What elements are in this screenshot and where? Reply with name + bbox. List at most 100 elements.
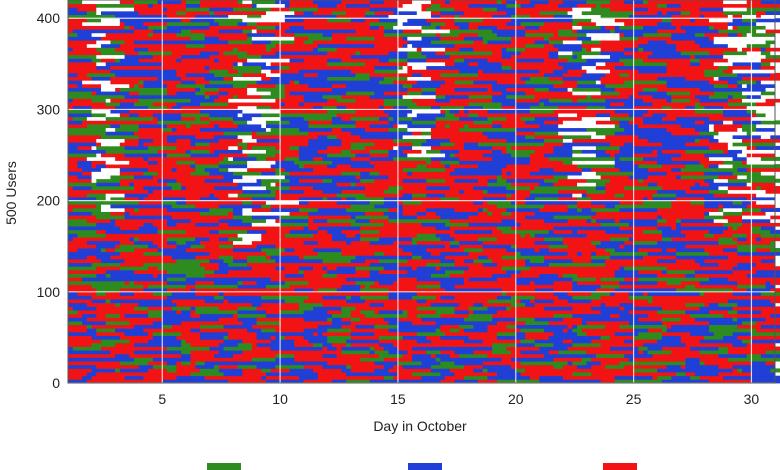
heatmap-cell	[166, 328, 191, 333]
heatmap-cell	[181, 331, 201, 336]
heatmap-cell	[459, 156, 479, 161]
heatmap-cell	[209, 29, 220, 34]
heatmap-cell	[676, 193, 700, 198]
heatmap-cell	[204, 280, 215, 285]
heatmap-cell	[270, 40, 295, 45]
heatmap-cell	[209, 379, 229, 384]
heatmap-cell	[96, 200, 111, 205]
heatmap-cell	[553, 372, 573, 377]
heatmap-cell	[68, 196, 97, 202]
heatmap-cell	[544, 153, 573, 158]
heatmap-cell	[544, 186, 569, 191]
heatmap-cell	[214, 295, 224, 300]
heatmap-cell	[732, 364, 762, 369]
heatmap-cell	[478, 149, 484, 154]
heatmap-cell	[647, 40, 667, 45]
heatmap-cell	[685, 342, 705, 347]
heatmap-cell	[709, 269, 733, 274]
heatmap-cell	[407, 91, 422, 96]
heatmap-cell	[449, 218, 465, 223]
heatmap-cell	[643, 266, 667, 271]
heatmap-cell	[397, 21, 404, 26]
heatmap-cell	[388, 284, 418, 289]
heatmap-cell	[671, 313, 691, 318]
heatmap-cell	[68, 310, 78, 315]
heatmap-cell	[713, 105, 724, 110]
heatmap-cell	[699, 350, 729, 355]
heatmap-cell	[322, 29, 333, 34]
heatmap-cell	[303, 43, 319, 48]
heatmap-cell	[478, 32, 493, 37]
heatmap-cell	[680, 164, 686, 169]
heatmap-cell	[138, 269, 168, 274]
heatmap-cell	[407, 58, 427, 63]
heatmap-cell	[68, 178, 92, 183]
heatmap-cell	[374, 280, 380, 285]
heatmap-cell	[676, 222, 682, 227]
heatmap-cell	[68, 171, 83, 176]
heatmap-cell	[308, 76, 328, 81]
heatmap-cell	[265, 339, 272, 344]
heatmap-cell	[251, 288, 262, 293]
heatmap-cell	[284, 335, 305, 340]
heatmap-cell	[218, 364, 239, 369]
heatmap-cell	[666, 113, 686, 118]
heatmap-cell	[562, 364, 578, 369]
heatmap-cell	[430, 10, 441, 15]
heatmap-cell	[610, 335, 625, 340]
heatmap-cell	[723, 284, 738, 289]
heatmap-cell	[520, 251, 540, 256]
heatmap-cell	[209, 116, 234, 121]
heatmap-cell	[520, 339, 536, 344]
heatmap-cell	[713, 331, 733, 336]
heatmap-cell	[100, 87, 116, 92]
heatmap-cell	[709, 127, 715, 132]
heatmap-cell	[379, 25, 385, 30]
heatmap-cell	[718, 164, 733, 169]
heatmap-cell	[680, 83, 710, 88]
heatmap-cell	[171, 255, 196, 260]
heatmap-cell	[449, 353, 460, 358]
heatmap-cell	[199, 40, 229, 45]
heatmap-cell	[704, 182, 710, 187]
heatmap-cell	[407, 124, 437, 129]
heatmap-cell	[204, 218, 220, 223]
heatmap-cell	[548, 116, 559, 121]
heatmap-cell	[228, 102, 257, 107]
heatmap-cell	[77, 313, 83, 318]
heatmap-cell	[468, 51, 493, 56]
heatmap-cell	[199, 116, 210, 121]
heatmap-cell	[746, 182, 752, 187]
heatmap-cell	[628, 175, 649, 180]
heatmap-cell	[515, 324, 540, 329]
heatmap-cell	[143, 288, 168, 293]
heatmap-cell	[176, 291, 196, 296]
heatmap-cell	[435, 328, 441, 333]
heatmap-cell	[251, 324, 262, 329]
heatmap-cell	[256, 299, 286, 304]
heatmap-cell	[68, 149, 78, 154]
heatmap-cell	[331, 69, 352, 74]
heatmap-cell	[643, 324, 667, 329]
heatmap-cell	[704, 32, 729, 37]
heatmap-cell	[157, 18, 182, 23]
heatmap-cell	[633, 207, 658, 212]
heatmap-cell	[661, 21, 672, 26]
heatmap-cell	[204, 240, 234, 245]
heatmap-cell	[256, 138, 281, 143]
heatmap-cell	[280, 222, 309, 227]
heatmap-cell	[647, 320, 653, 326]
heatmap-cell	[162, 80, 182, 85]
heatmap-cell	[482, 240, 498, 245]
heatmap-cell	[308, 164, 328, 169]
heatmap-cell	[567, 124, 587, 129]
heatmap-cell	[185, 233, 215, 238]
heatmap-cell	[619, 32, 625, 37]
heatmap-cell	[346, 3, 356, 8]
heatmap-cell	[204, 65, 210, 70]
heatmap-cell	[633, 153, 658, 158]
heatmap-cell	[105, 40, 111, 45]
heatmap-cell	[534, 116, 550, 121]
heatmap-cell	[577, 200, 592, 205]
heatmap-cell	[619, 98, 630, 103]
